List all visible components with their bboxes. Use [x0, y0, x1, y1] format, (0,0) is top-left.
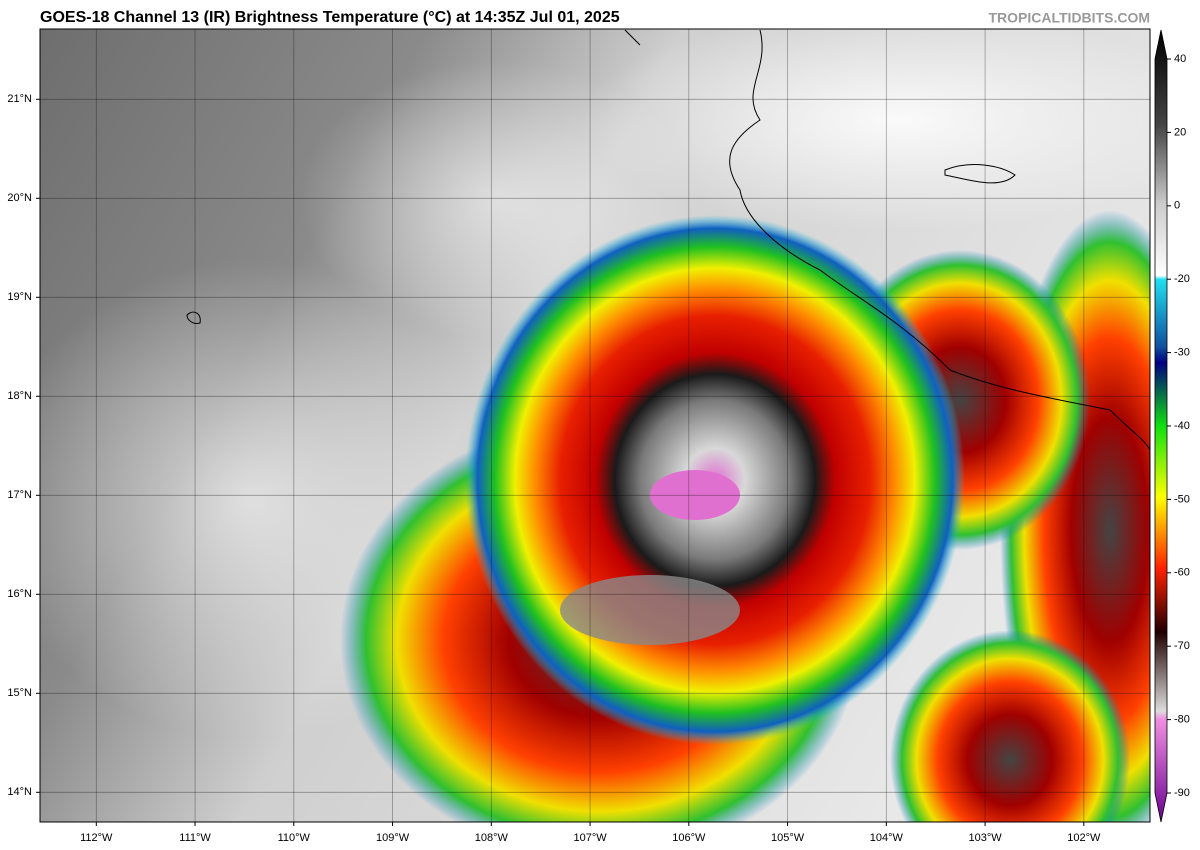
x-tick-label: 111°W [179, 832, 211, 844]
x-tick-label: 104°W [870, 832, 904, 844]
graticule [40, 29, 1150, 822]
y-tick-label: 14°N [7, 786, 32, 798]
x-tick-label: 109°W [376, 832, 410, 844]
y-tick-label: 18°N [7, 390, 32, 402]
x-tick-label: 112°W [80, 832, 113, 844]
satellite-imagery [40, 29, 1150, 822]
x-tick-label: 106°W [672, 832, 706, 844]
y-tick-label: 16°N [7, 588, 32, 600]
x-tick-label: 108°W [475, 832, 509, 844]
colorbar-tick-label: 20 [1174, 126, 1186, 138]
y-tick-label: 20°N [7, 192, 32, 204]
title: GOES-18 Channel 13 (IR) Brightness Tempe… [40, 9, 620, 26]
y-tick-label: 15°N [7, 687, 32, 699]
y-tick-label: 21°N [7, 93, 32, 105]
credit: TROPICALTIDBITS.COM [988, 10, 1150, 26]
colorbar-tick-label: -80 [1174, 714, 1190, 726]
x-tick-label: 105°W [771, 832, 805, 844]
colorbar [1154, 29, 1168, 823]
colorbar-tick-label: -50 [1174, 493, 1190, 505]
colorbar-tick-label: -70 [1174, 640, 1190, 652]
colorbar-tick-label: 40 [1174, 53, 1186, 65]
colorbar-tick-label: -30 [1174, 347, 1190, 359]
colorbar-tick-label: 0 [1174, 200, 1180, 212]
colorbar-tick-label: -40 [1174, 420, 1190, 432]
y-tick-label: 17°N [7, 489, 32, 501]
x-tick-label: 110°W [278, 832, 311, 844]
x-tick-label: 102°W [1067, 832, 1101, 844]
colorbar-tick-label: -20 [1174, 273, 1190, 285]
x-tick-label: 103°W [969, 832, 1003, 844]
colorbar-tick-label: -60 [1174, 567, 1190, 579]
colorbar-tick-label: -90 [1174, 787, 1190, 799]
y-tick-label: 19°N [7, 291, 32, 303]
x-tick-label: 107°W [573, 832, 607, 844]
map-frame [39, 28, 1151, 823]
